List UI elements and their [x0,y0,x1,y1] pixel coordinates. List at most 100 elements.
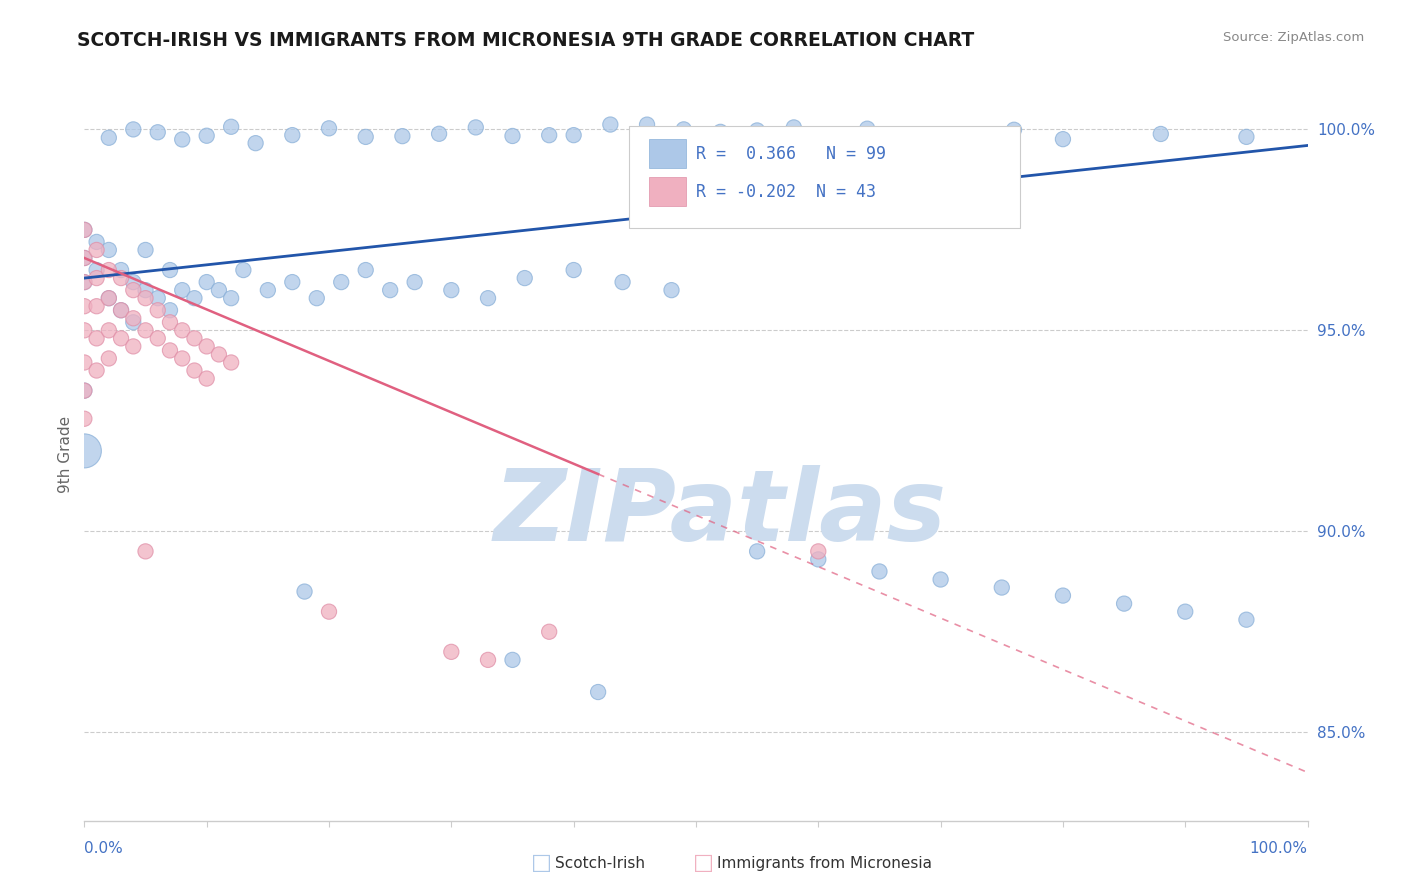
Point [86,331,108,345]
Point [440,645,463,659]
Point [146,303,169,318]
Point [135,291,157,305]
Point [110,271,132,285]
Point [86,263,108,277]
Point [110,303,132,318]
Point [747,544,769,558]
Point [991,581,1014,595]
Point [97,263,120,277]
Point [807,544,830,558]
Point [354,263,377,277]
Point [110,263,132,277]
Point [1150,127,1173,141]
Text: Source: ZipAtlas.com: Source: ZipAtlas.com [1223,31,1364,45]
Point [1114,597,1136,611]
Text: ZIPatlas: ZIPatlas [494,465,948,562]
Point [73,275,96,289]
Point [73,384,96,398]
Point [612,275,634,289]
Point [1002,122,1025,136]
Point [929,573,952,587]
Point [661,283,683,297]
Point [672,122,695,136]
Point [122,339,145,353]
Point [73,443,96,458]
Point [330,275,353,289]
Point [820,130,842,145]
Point [1052,132,1074,146]
Point [318,605,340,619]
Point [110,303,132,318]
Point [502,653,524,667]
Point [709,125,731,139]
Text: R =  0.366   N = 99: R = 0.366 N = 99 [696,145,886,162]
Point [477,653,499,667]
Point [159,315,181,329]
Text: 0.0%: 0.0% [84,841,124,855]
Point [1174,605,1197,619]
Point [73,384,96,398]
Point [159,343,181,358]
Point [73,251,96,265]
Point [195,339,218,353]
Point [122,315,145,329]
Text: □: □ [531,854,551,873]
Point [122,122,145,136]
Point [427,127,450,141]
Point [305,291,328,305]
Point [135,283,157,297]
Point [73,251,96,265]
Point [807,552,830,566]
Point [110,331,132,345]
Point [73,223,96,237]
Point [183,291,205,305]
Point [232,263,254,277]
Point [953,128,976,143]
Point [869,565,891,579]
Point [146,331,169,345]
Point [1236,613,1258,627]
Point [294,584,316,599]
Y-axis label: 9th Grade: 9th Grade [58,417,73,493]
Point [1236,129,1258,144]
Point [783,120,806,135]
Point [73,223,96,237]
Point [538,624,561,639]
Point [146,291,169,305]
Point [97,243,120,257]
Point [86,299,108,313]
Point [73,411,96,425]
Point [86,363,108,377]
Point [380,283,402,297]
Point [1052,589,1074,603]
Point [73,323,96,337]
Point [281,128,304,142]
Point [86,235,108,249]
Point [97,291,120,305]
Point [905,131,928,145]
Point [146,125,169,139]
Point [636,118,658,132]
Point [440,283,463,297]
Point [172,132,194,146]
FancyBboxPatch shape [650,139,686,169]
Point [122,283,145,297]
Point [219,355,242,369]
Point [73,275,96,289]
Point [391,129,413,144]
FancyBboxPatch shape [628,126,1021,228]
Text: □: □ [693,854,713,873]
Point [464,120,486,135]
Point [747,123,769,137]
Point [538,128,561,143]
Point [183,331,205,345]
Point [172,283,194,297]
Text: Scotch-Irish: Scotch-Irish [555,856,645,871]
Point [208,347,231,361]
Point [586,685,609,699]
Point [856,121,879,136]
Point [477,291,499,305]
Point [135,544,157,558]
Point [219,120,242,134]
Point [73,299,96,313]
